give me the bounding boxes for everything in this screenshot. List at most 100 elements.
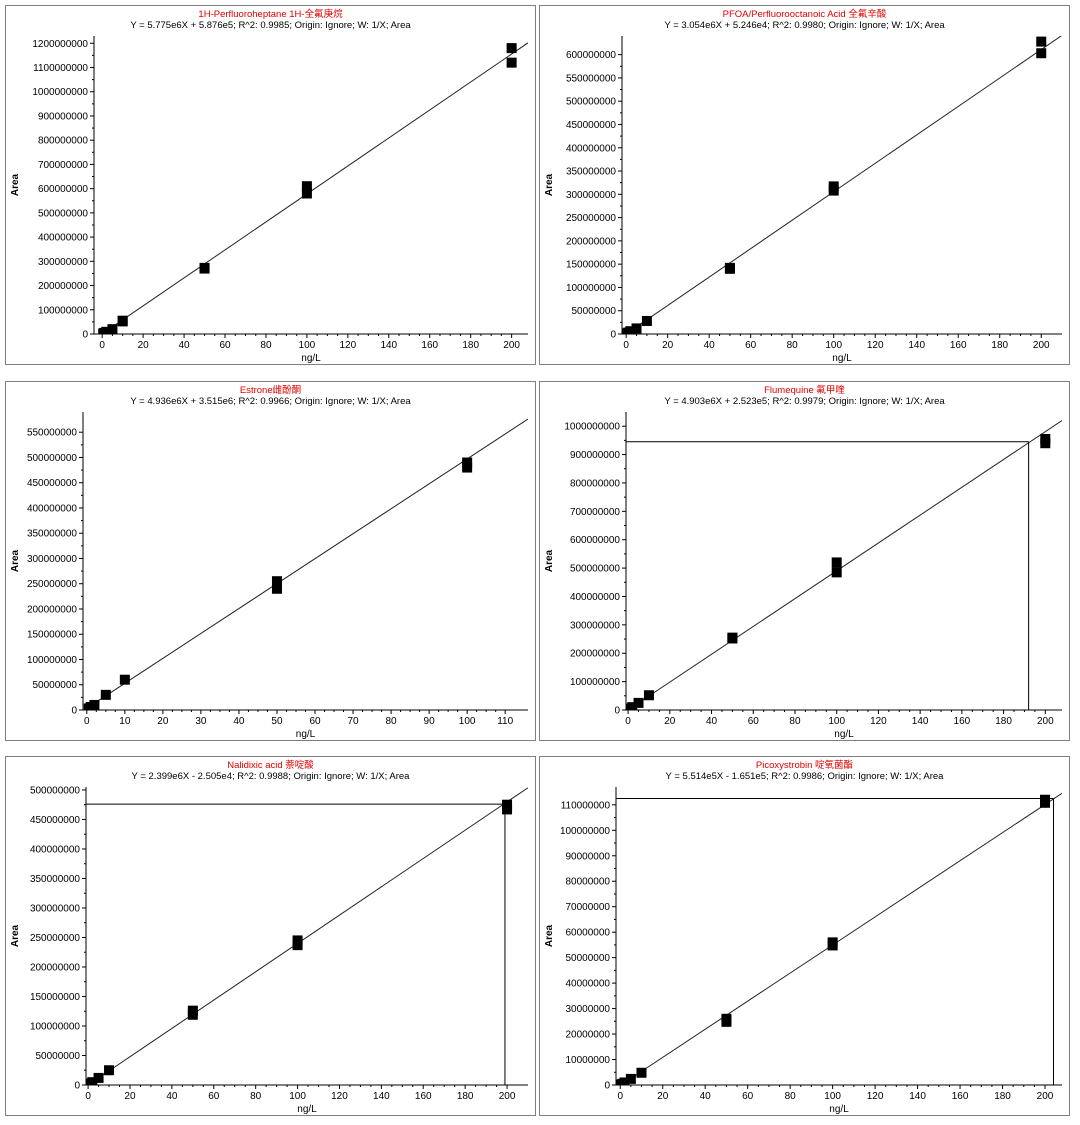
x-tick-label: 120 bbox=[331, 1091, 348, 1102]
y-tick-label: 100000000 bbox=[560, 826, 610, 837]
y-tick-label: 250000000 bbox=[30, 933, 80, 944]
y-tick-label: 100000000 bbox=[30, 1021, 80, 1032]
y-tick-label: 0 bbox=[604, 1081, 610, 1092]
data-point bbox=[636, 1067, 647, 1078]
data-point bbox=[1036, 36, 1047, 47]
data-point bbox=[89, 699, 100, 710]
y-tick-label: 400000000 bbox=[30, 844, 80, 855]
y-tick-label: 1000000000 bbox=[564, 422, 620, 433]
calibration-chart-panel: Nalidixic acid 萘啶酸 Y = 2.399e6X - 2.505e4… bbox=[5, 756, 536, 1116]
y-tick-label: 50000000 bbox=[572, 306, 617, 317]
y-tick-label: 150000000 bbox=[30, 992, 80, 1003]
y-tick-label: 600000000 bbox=[570, 535, 620, 546]
data-point bbox=[301, 181, 312, 192]
chart-plot: 0 50000000 100000000 150000000 200000000 2500… bbox=[544, 36, 1062, 364]
x-tick-label: 80 bbox=[787, 340, 799, 351]
data-point bbox=[643, 690, 654, 701]
y-tick-label: 40000000 bbox=[566, 979, 611, 990]
data-point bbox=[727, 633, 738, 644]
x-tick-label: 60 bbox=[208, 1091, 220, 1102]
data-point bbox=[199, 263, 210, 274]
y-tick-label: 800000000 bbox=[38, 136, 88, 147]
x-tick-label: 160 bbox=[954, 716, 971, 727]
calibration-chart-panel: 1H-Perfluoroheptane 1H-全氟庚烷 Y = 5.775e6X … bbox=[5, 5, 536, 365]
data-point bbox=[831, 567, 842, 578]
x-axis-label: ng/L bbox=[296, 729, 316, 740]
y-tick-label: 30000000 bbox=[566, 1004, 611, 1015]
x-tick-label: 100 bbox=[289, 1091, 306, 1102]
y-tick-label: 100000000 bbox=[566, 283, 616, 294]
x-tick-label: 0 bbox=[84, 716, 90, 727]
x-tick-label: 20 bbox=[124, 1091, 136, 1102]
x-tick-label: 180 bbox=[462, 340, 479, 351]
y-tick-label: 250000000 bbox=[566, 213, 616, 224]
x-tick-label: 0 bbox=[625, 716, 631, 727]
x-tick-label: 200 bbox=[1037, 716, 1054, 727]
data-point bbox=[827, 940, 838, 951]
x-tick-label: 60 bbox=[748, 716, 760, 727]
chart-plot: 0 100000000 200000000 300000000 400000000 500… bbox=[10, 36, 528, 364]
y-tick-label: 100000000 bbox=[27, 655, 77, 666]
calibration-chart-panel: Picoxystrobin 啶氧菌酯 Y = 5.514e5X - 1.651e5… bbox=[539, 756, 1070, 1116]
x-tick-label: 100 bbox=[825, 340, 842, 351]
y-axis-label: Area bbox=[544, 924, 555, 947]
regression-line bbox=[619, 792, 1062, 1085]
y-tick-label: 50000000 bbox=[33, 680, 78, 691]
data-point bbox=[506, 43, 517, 54]
regression-line bbox=[83, 418, 528, 710]
data-point bbox=[107, 324, 118, 334]
x-tick-label: 60 bbox=[745, 340, 757, 351]
y-tick-label: 450000000 bbox=[27, 478, 77, 489]
y-tick-label: 400000000 bbox=[38, 233, 88, 244]
x-tick-label: 120 bbox=[340, 340, 357, 351]
y-tick-label: 700000000 bbox=[570, 507, 620, 518]
x-tick-label: 140 bbox=[909, 1091, 926, 1102]
data-point bbox=[502, 804, 513, 815]
x-tick-label: 0 bbox=[623, 340, 629, 351]
y-tick-label: 150000000 bbox=[566, 260, 616, 271]
x-tick-label: 200 bbox=[1037, 1091, 1054, 1102]
x-tick-label: 100 bbox=[299, 340, 316, 351]
y-tick-label: 200000000 bbox=[38, 281, 88, 292]
x-tick-label: 80 bbox=[250, 1091, 262, 1102]
regression-equation: Y = 5.775e6X + 5.876e5; R^2: 0.9985; Ori… bbox=[130, 20, 411, 31]
regression-equation: Y = 3.054e6X + 5.246e4; R^2: 0.9980; Ori… bbox=[664, 20, 945, 31]
x-tick-label: 20 bbox=[664, 716, 676, 727]
data-point bbox=[625, 1073, 636, 1084]
y-tick-label: 500000000 bbox=[30, 785, 80, 796]
x-tick-label: 100 bbox=[824, 1091, 841, 1102]
x-tick-label: 20 bbox=[157, 716, 169, 727]
x-tick-label: 120 bbox=[867, 1091, 884, 1102]
x-tick-label: 60 bbox=[742, 1091, 754, 1102]
x-tick-label: 40 bbox=[706, 716, 718, 727]
x-tick-label: 60 bbox=[219, 340, 231, 351]
y-axis-label: Area bbox=[544, 549, 555, 572]
data-point bbox=[87, 1077, 98, 1085]
x-tick-label: 10 bbox=[119, 716, 131, 727]
y-tick-label: 350000000 bbox=[566, 167, 616, 178]
y-tick-label: 300000000 bbox=[570, 620, 620, 631]
regression-equation: Y = 4.903e6X + 2.523e5; R^2: 0.9979; Ori… bbox=[664, 396, 945, 407]
x-tick-label: 40 bbox=[704, 340, 716, 351]
x-tick-label: 140 bbox=[373, 1091, 390, 1102]
y-tick-label: 500000000 bbox=[38, 208, 88, 219]
calibration-chart-panel: PFOA/Perfluorooctanoic Acid 全氟辛酸 Y = 3.05… bbox=[539, 5, 1070, 365]
x-axis-label: ng/L bbox=[829, 1104, 849, 1115]
x-tick-label: 0 bbox=[99, 340, 105, 351]
x-tick-label: 60 bbox=[309, 716, 321, 727]
x-tick-label: 20 bbox=[657, 1091, 669, 1102]
data-point bbox=[462, 462, 473, 473]
x-axis-label: ng/L bbox=[297, 1104, 317, 1115]
chart-title: Picoxystrobin 啶氧菌酯 bbox=[755, 760, 854, 771]
x-tick-label: 180 bbox=[457, 1091, 474, 1102]
data-point bbox=[1040, 797, 1051, 808]
y-tick-label: 1100000000 bbox=[33, 63, 88, 74]
x-tick-label: 160 bbox=[950, 340, 967, 351]
x-tick-label: 160 bbox=[415, 1091, 432, 1102]
data-point bbox=[119, 674, 130, 685]
x-tick-label: 90 bbox=[424, 716, 436, 727]
x-tick-label: 80 bbox=[785, 1091, 797, 1102]
data-point bbox=[101, 326, 112, 334]
data-point bbox=[831, 557, 842, 568]
x-tick-label: 200 bbox=[499, 1091, 516, 1102]
